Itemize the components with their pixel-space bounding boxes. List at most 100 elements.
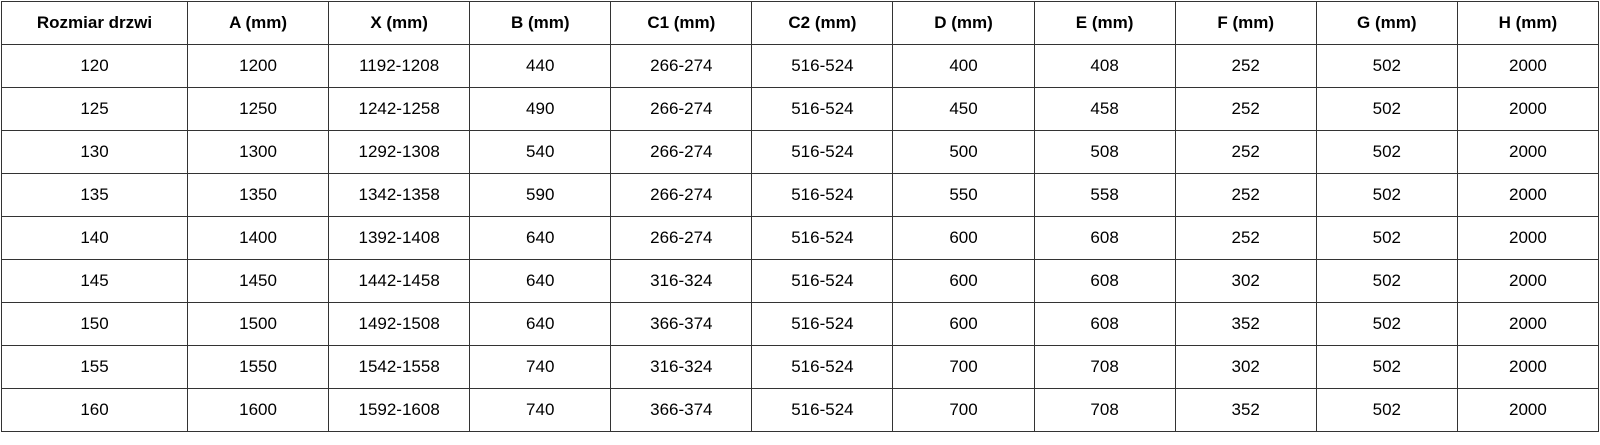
table-cell: 352 <box>1174 302 1317 346</box>
table-cell: 608 <box>1033 216 1176 260</box>
table-cell: 366-374 <box>610 388 753 432</box>
table-cell: 458 <box>1033 87 1176 131</box>
table-cell: 1400 <box>186 216 330 260</box>
table-cell: 1242-1258 <box>328 87 471 131</box>
table-cell: 516-524 <box>751 259 894 303</box>
table-cell: 1342-1358 <box>328 173 471 217</box>
table-cell: 316-324 <box>610 259 753 303</box>
header-row: Rozmiar drzwi A (mm) X (mm) B (mm) C1 (mm) C2… <box>1 1 1600 45</box>
table-cell: 266-274 <box>610 130 753 174</box>
table-cell: 252 <box>1174 216 1317 260</box>
table-cell: 125 <box>1 87 188 131</box>
table-cell: 450 <box>892 87 1035 131</box>
table-cell: 266-274 <box>610 87 753 131</box>
table-cell: 1250 <box>186 87 330 131</box>
table-cell: 516-524 <box>751 87 894 131</box>
table-cell: 266-274 <box>610 216 753 260</box>
table-row: 130 1300 1292-1308 540 266-274 516-524 500 508 2… <box>1 130 1600 174</box>
table-cell: 502 <box>1315 173 1458 217</box>
table-row: 140 1400 1392-1408 640 266-274 516-524 600 608 2… <box>1 216 1600 260</box>
table-row: 120 1200 1192-1208 440 266-274 516-524 400 408 2… <box>1 44 1600 88</box>
table-cell: 2000 <box>1456 44 1600 88</box>
table-cell: 600 <box>892 302 1035 346</box>
table-row: 135 1350 1342-1358 590 266-274 516-524 550 558 2… <box>1 173 1600 217</box>
column-header: A (mm) <box>186 1 330 45</box>
table-cell: 608 <box>1033 302 1176 346</box>
table-cell: 502 <box>1315 87 1458 131</box>
table-cell: 502 <box>1315 345 1458 389</box>
table-cell: 590 <box>469 173 612 217</box>
table-cell: 600 <box>892 259 1035 303</box>
column-header: E (mm) <box>1033 1 1176 45</box>
column-header: X (mm) <box>328 1 471 45</box>
table-cell: 502 <box>1315 216 1458 260</box>
table-cell: 600 <box>892 216 1035 260</box>
table-cell: 2000 <box>1456 388 1600 432</box>
table-cell: 516-524 <box>751 130 894 174</box>
table-cell: 608 <box>1033 259 1176 303</box>
table-cell: 2000 <box>1456 173 1600 217</box>
table-cell: 160 <box>1 388 188 432</box>
table-cell: 1392-1408 <box>328 216 471 260</box>
table-cell: 516-524 <box>751 302 894 346</box>
table-cell: 2000 <box>1456 130 1600 174</box>
table-cell: 135 <box>1 173 188 217</box>
table-cell: 266-274 <box>610 44 753 88</box>
table-cell: 516-524 <box>751 345 894 389</box>
table-cell: 2000 <box>1456 345 1600 389</box>
column-header: C2 (mm) <box>751 1 894 45</box>
table-cell: 502 <box>1315 388 1458 432</box>
column-header: F (mm) <box>1174 1 1317 45</box>
table-cell: 700 <box>892 345 1035 389</box>
table-cell: 1292-1308 <box>328 130 471 174</box>
table-cell: 516-524 <box>751 388 894 432</box>
table-cell: 500 <box>892 130 1035 174</box>
table-row: 155 1550 1542-1558 740 316-324 516-524 700 708 3… <box>1 345 1600 389</box>
table-cell: 366-374 <box>610 302 753 346</box>
table-cell: 1200 <box>186 44 330 88</box>
table-cell: 708 <box>1033 388 1176 432</box>
table-cell: 2000 <box>1456 216 1600 260</box>
table-cell: 1442-1458 <box>328 259 471 303</box>
table-cell: 502 <box>1315 44 1458 88</box>
table-cell: 502 <box>1315 302 1458 346</box>
table-cell: 700 <box>892 388 1035 432</box>
table-cell: 120 <box>1 44 188 88</box>
column-header: B (mm) <box>469 1 612 45</box>
table-cell: 1550 <box>186 345 330 389</box>
column-header: C1 (mm) <box>610 1 753 45</box>
table-cell: 400 <box>892 44 1035 88</box>
table-cell: 502 <box>1315 259 1458 303</box>
table-cell: 302 <box>1174 345 1317 389</box>
table-cell: 540 <box>469 130 612 174</box>
table-cell: 1592-1608 <box>328 388 471 432</box>
table-cell: 302 <box>1174 259 1317 303</box>
table-cell: 352 <box>1174 388 1317 432</box>
table-row: 125 1250 1242-1258 490 266-274 516-524 450 458 2… <box>1 87 1600 131</box>
table-cell: 252 <box>1174 44 1317 88</box>
table-cell: 2000 <box>1456 302 1600 346</box>
column-header: G (mm) <box>1315 1 1458 45</box>
table-cell: 2000 <box>1456 259 1600 303</box>
table-cell: 1600 <box>186 388 330 432</box>
table-cell: 1192-1208 <box>328 44 471 88</box>
column-header: Rozmiar drzwi <box>1 1 188 45</box>
table-cell: 740 <box>469 388 612 432</box>
table-cell: 558 <box>1033 173 1176 217</box>
table-cell: 640 <box>469 216 612 260</box>
table-cell: 740 <box>469 345 612 389</box>
table-row: 160 1600 1592-1608 740 366-374 516-524 700 708 3… <box>1 388 1600 432</box>
table-cell: 252 <box>1174 173 1317 217</box>
table-cell: 130 <box>1 130 188 174</box>
table-cell: 640 <box>469 259 612 303</box>
table-cell: 1300 <box>186 130 330 174</box>
table-cell: 708 <box>1033 345 1176 389</box>
table-cell: 316-324 <box>610 345 753 389</box>
table-cell: 550 <box>892 173 1035 217</box>
table-cell: 252 <box>1174 130 1317 174</box>
table-cell: 150 <box>1 302 188 346</box>
door-size-table: Rozmiar drzwi A (mm) X (mm) B (mm) C1 (mm) C2… <box>1 1 1600 432</box>
table-cell: 145 <box>1 259 188 303</box>
table-cell: 1450 <box>186 259 330 303</box>
table-cell: 516-524 <box>751 173 894 217</box>
